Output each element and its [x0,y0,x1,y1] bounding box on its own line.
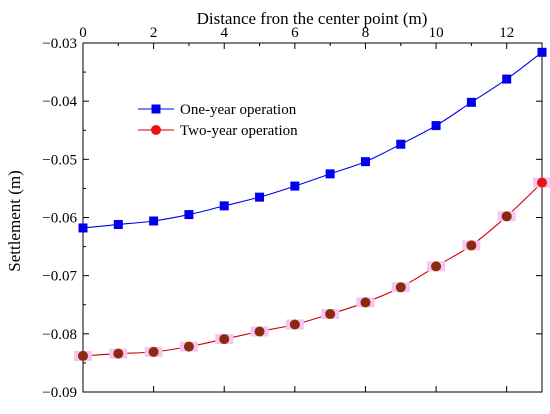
x-tick-label: 0 [79,25,87,41]
legend-marker-square [151,104,161,114]
data-point-square [113,219,123,229]
legend-label: Two-year operation [180,123,298,139]
data-point-circle [254,326,265,337]
data-point-circle [219,334,230,345]
data-point-circle [360,297,371,308]
data-point-square [78,223,88,233]
data-point-square [219,201,229,211]
data-point-square [396,139,406,149]
data-point-circle [501,211,512,222]
data-point-circle [183,341,194,352]
y-tick-label: −0.07 [42,269,77,285]
legend: One-year operation Two-year operation [138,102,298,139]
data-point-square [466,97,476,107]
x-tick-label: 2 [150,25,158,41]
data-point-square [149,216,159,226]
data-point-square [431,121,441,131]
y-tick-label: −0.09 [42,385,77,401]
y-axis-ticks: −0.03 −0.04 −0.05 −0.06 −0.07 −0.08 −0.09 [42,36,542,401]
y-tick-label: −0.04 [42,94,77,110]
series-line-1 [82,51,543,229]
data-point-circle [537,177,547,188]
x-tick-label: 10 [429,25,444,41]
data-point-circle [78,350,88,361]
data-point-circle [325,309,336,320]
data-point-circle [113,348,124,359]
x-tick-label: 4 [220,25,228,41]
series-layer [74,47,550,361]
legend-label: One-year operation [180,102,297,118]
x-axis-ticks: 0 2 4 6 8 10 12 [79,25,514,392]
data-point-square [184,210,194,220]
data-point-circle [466,240,477,251]
data-point-circle [431,261,442,272]
x-tick-label: 12 [499,25,514,41]
data-point-square [502,74,512,84]
y-axis-label: Settlement (m) [5,170,24,272]
y-tick-label: −0.03 [42,36,77,52]
data-point-square [290,181,300,191]
legend-marker-circle [151,125,161,135]
data-point-square [360,157,370,167]
x-tick-label: 6 [291,25,299,41]
y-tick-label: −0.08 [42,327,77,343]
y-tick-label: −0.05 [42,152,77,168]
data-point-circle [395,282,406,293]
data-point-circle [289,319,300,330]
series-line-2 [82,182,543,357]
data-point-square [537,47,547,57]
y-tick-label: −0.06 [42,211,77,227]
data-point-square [255,192,265,202]
x-axis-label: Distance fron the center point (m) [197,9,428,28]
x-tick-label: 8 [362,25,370,41]
data-point-square [325,169,335,179]
data-point-circle [148,346,159,357]
